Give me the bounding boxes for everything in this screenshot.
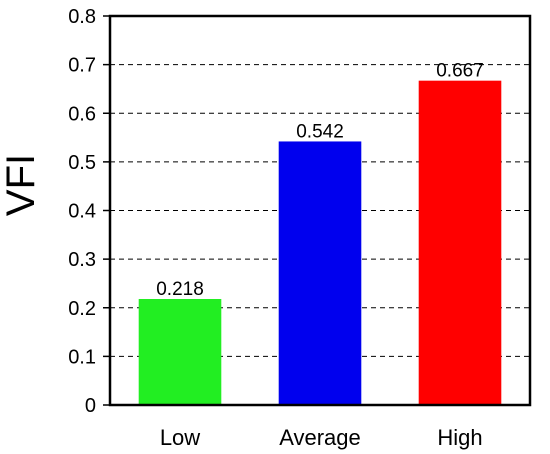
x-tick-label: Low (160, 425, 200, 450)
y-tick-label: 0.5 (68, 152, 96, 174)
data-label: 0.542 (296, 121, 344, 142)
y-tick-label: 0.1 (68, 346, 96, 368)
y-axis-label: VFI (0, 154, 43, 216)
y-tick-label: 0 (85, 395, 96, 417)
y-tick-label: 0.4 (68, 201, 96, 223)
x-ticks: Low Average High (160, 425, 483, 450)
y-tick-label: 0.8 (68, 6, 96, 28)
data-label: 0.218 (156, 279, 204, 300)
bar-average (278, 141, 362, 405)
bar-high (418, 80, 502, 405)
x-tick-label: Average (279, 425, 361, 450)
bar-low (138, 298, 222, 405)
bars (138, 80, 502, 405)
y-tick-label: 0.7 (68, 55, 96, 77)
data-labels: 0.218 0.542 0.667 (156, 61, 484, 300)
data-label: 0.667 (436, 61, 484, 82)
y-tick-label: 0.6 (68, 103, 96, 125)
y-tick-label: 0.3 (68, 249, 96, 271)
x-tick-label: High (437, 425, 482, 450)
y-ticks: 0 0.1 0.2 0.3 0.4 0.5 0.6 0.7 0.8 (68, 6, 110, 417)
y-tick-label: 0.2 (68, 298, 96, 320)
